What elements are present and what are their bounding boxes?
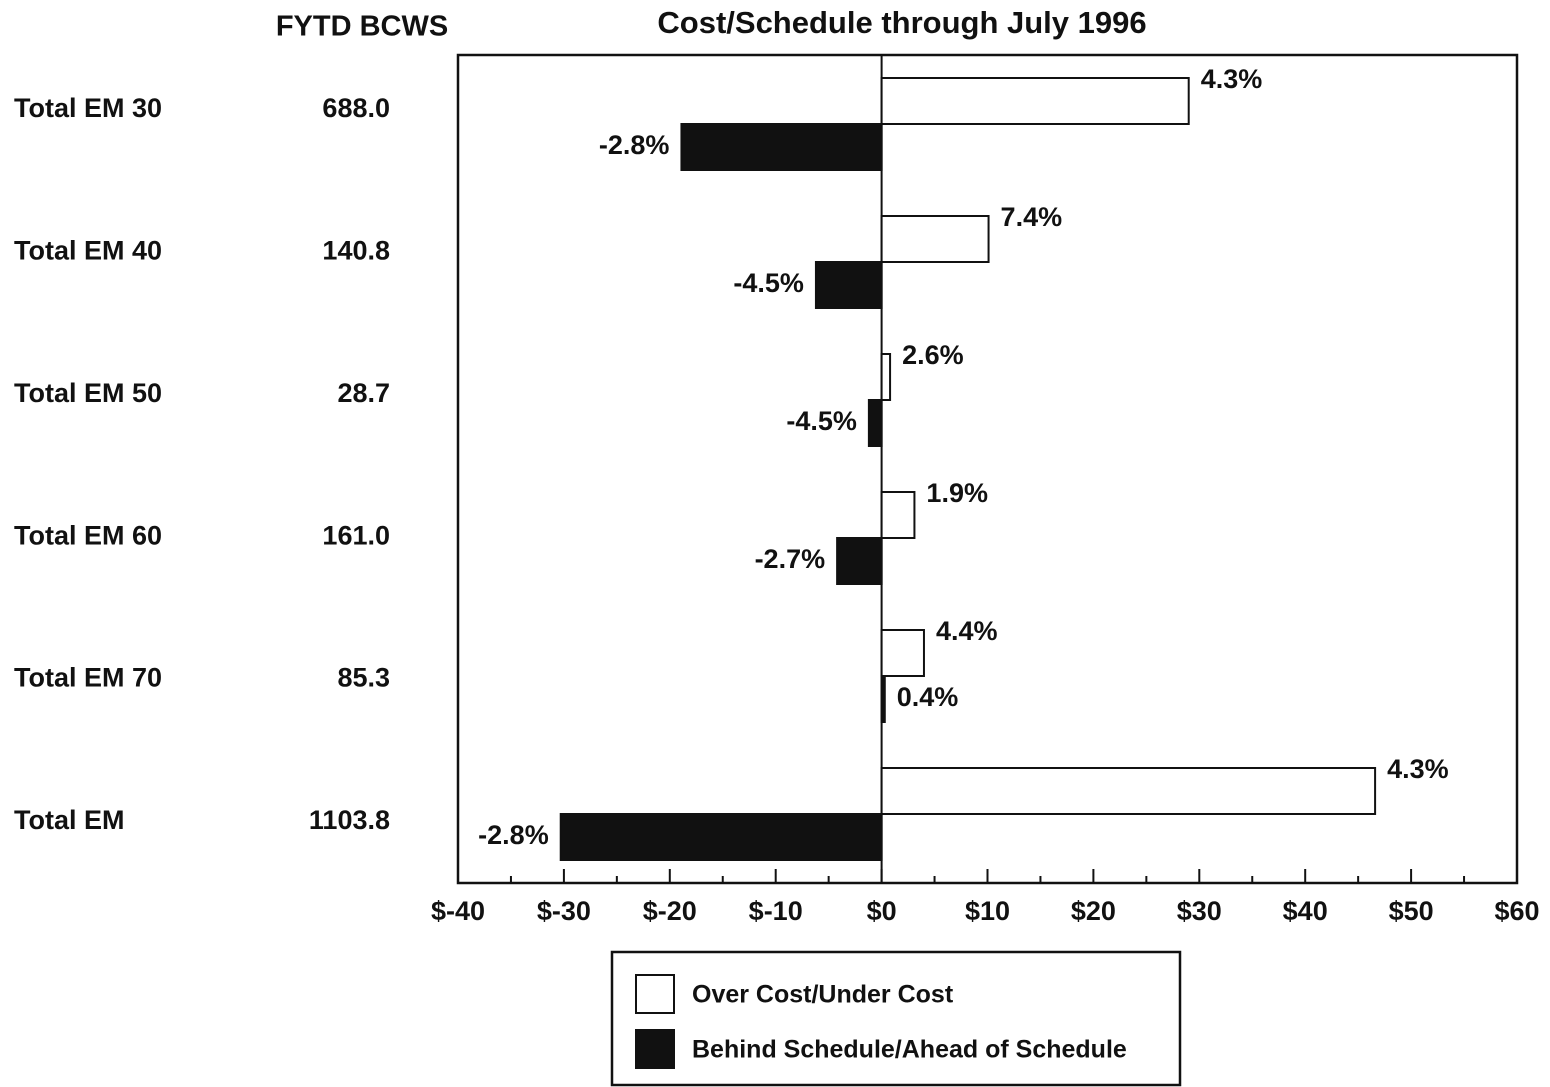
bar <box>559 813 883 861</box>
value-label: -4.5% <box>786 406 857 436</box>
value-label: 1.9% <box>926 478 988 508</box>
bar <box>880 675 886 723</box>
value-label: 4.3% <box>1201 64 1263 94</box>
value-label: -2.8% <box>478 820 549 850</box>
bar <box>880 491 916 539</box>
value-label: -2.8% <box>599 130 670 160</box>
bar <box>880 77 1190 125</box>
bcws-value: 28.7 <box>337 378 390 408</box>
category-label: Total EM <box>14 805 125 835</box>
value-label: -2.7% <box>755 544 826 574</box>
x-tick-label: $-30 <box>537 896 591 926</box>
x-tick-label: $0 <box>867 896 897 926</box>
value-label: 7.4% <box>1001 202 1063 232</box>
bar <box>880 215 990 263</box>
x-tick-label: $40 <box>1283 896 1328 926</box>
legend-swatch <box>635 974 675 1014</box>
category-label: Total EM 70 <box>14 663 162 693</box>
value-label: 0.4% <box>897 682 959 712</box>
legend-box <box>610 950 1182 1087</box>
x-tick-label: $30 <box>1177 896 1222 926</box>
x-tick-label: $60 <box>1494 896 1539 926</box>
bar <box>880 629 925 677</box>
x-tick-label: $-20 <box>643 896 697 926</box>
bcws-value: 85.3 <box>337 663 390 693</box>
bar <box>880 767 1377 815</box>
bcws-title: FYTD BCWS <box>276 11 448 43</box>
bar <box>880 353 892 401</box>
x-tick-label: $50 <box>1389 896 1434 926</box>
x-tick-label: $10 <box>965 896 1010 926</box>
category-label: Total EM 50 <box>14 378 162 408</box>
bcws-value: 140.8 <box>322 236 390 266</box>
category-label: Total EM 30 <box>14 93 162 123</box>
x-tick-label: $-10 <box>749 896 803 926</box>
legend-label: Behind Schedule/Ahead of Schedule <box>692 1036 1127 1064</box>
value-label: 4.4% <box>936 616 998 646</box>
x-tick-label: $20 <box>1071 896 1116 926</box>
category-label: Total EM 40 <box>14 236 162 266</box>
bar <box>814 261 883 309</box>
legend-label: Over Cost/Under Cost <box>692 981 954 1009</box>
bar <box>867 399 883 447</box>
chart-title: Cost/Schedule through July 1996 <box>657 5 1146 40</box>
plot-frame <box>456 53 1519 885</box>
value-label: 4.3% <box>1387 754 1449 784</box>
x-tick-label: $-40 <box>431 896 485 926</box>
value-label: 2.6% <box>902 340 964 370</box>
bcws-value: 688.0 <box>322 93 390 123</box>
value-label: -4.5% <box>733 268 804 298</box>
bar <box>836 537 883 585</box>
bcws-value: 161.0 <box>322 520 390 550</box>
category-label: Total EM 60 <box>14 520 162 550</box>
legend-swatch <box>635 1029 675 1069</box>
bar <box>680 123 883 171</box>
bcws-value: 1103.8 <box>309 805 390 835</box>
